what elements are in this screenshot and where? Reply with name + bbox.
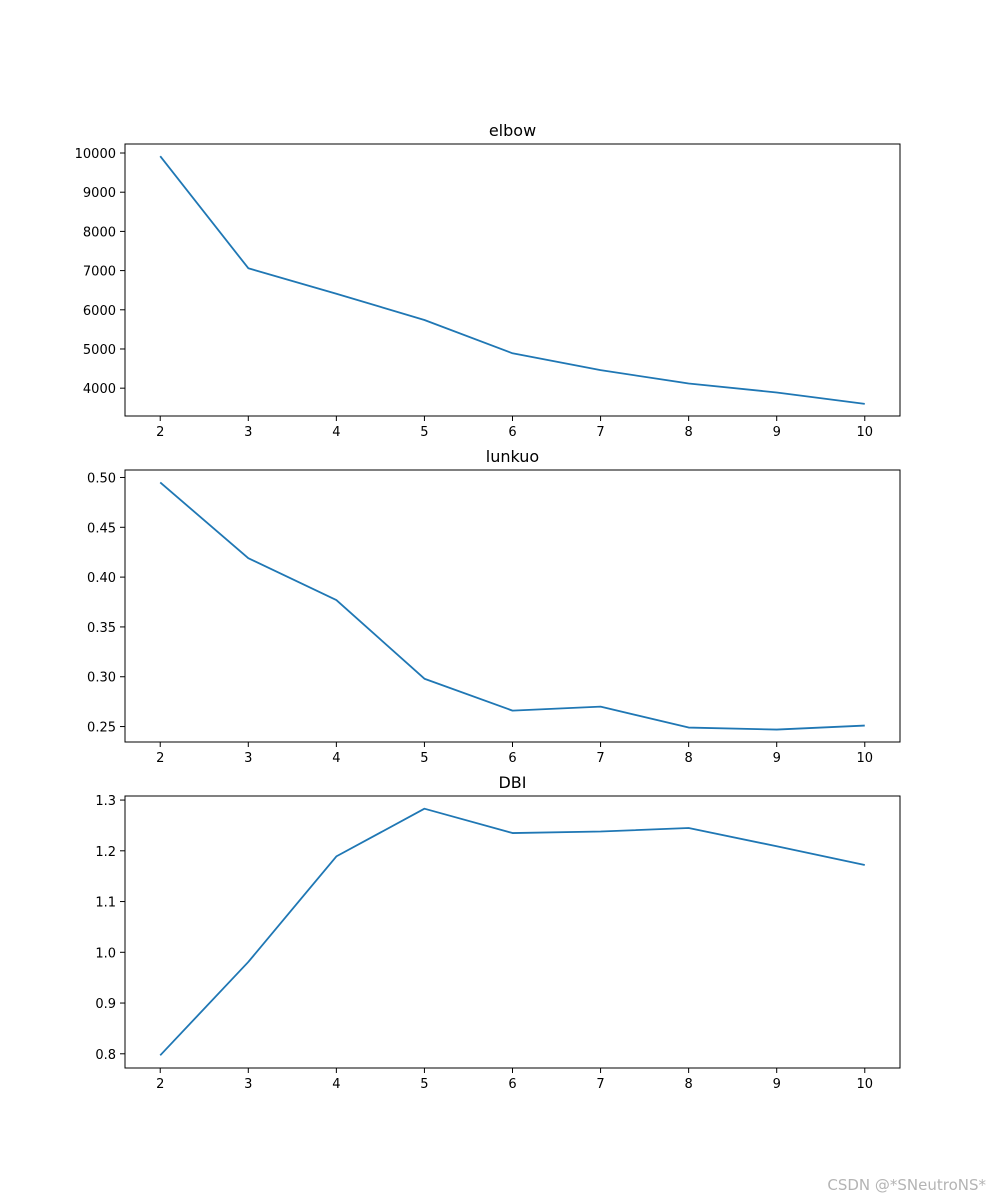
x-tick-label: 8 bbox=[684, 1077, 692, 1092]
chart-title: lunkuo bbox=[486, 447, 539, 466]
x-tick-label: 9 bbox=[773, 751, 781, 766]
x-tick-label: 7 bbox=[596, 425, 604, 440]
chart-title: elbow bbox=[489, 121, 536, 140]
y-tick-label: 0.40 bbox=[87, 571, 116, 586]
subplot-elbow: elbow 2 3 4 5 6 7 8 9 10 4000 5000 6000 7000 8000 9000 1… bbox=[75, 121, 901, 440]
y-tick-label: 1.1 bbox=[95, 896, 116, 911]
y-tick-label: 0.35 bbox=[87, 621, 116, 636]
subplot-lunkuo: lunkuo 2 3 4 5 6 7 8 9 10 0.25 0.30 0.35 0.40 0.45 0.50 bbox=[87, 447, 901, 766]
y-tick-label: 1.0 bbox=[95, 946, 116, 961]
series-line bbox=[159, 155, 865, 405]
y-tick-label: 1.3 bbox=[95, 794, 116, 809]
x-tick-label: 4 bbox=[332, 425, 340, 440]
y-tick-label: 0.25 bbox=[87, 721, 116, 736]
y-tick-label: 1.2 bbox=[95, 845, 116, 860]
x-tick-label: 8 bbox=[684, 751, 692, 766]
y-tick-label: 6000 bbox=[83, 304, 116, 319]
x-tick-label: 10 bbox=[856, 425, 873, 440]
x-tick-label: 6 bbox=[508, 425, 516, 440]
x-tick-label: 7 bbox=[596, 1077, 604, 1092]
axes-frame bbox=[124, 143, 901, 417]
x-tick-label: 8 bbox=[684, 425, 692, 440]
x-tick-label: 6 bbox=[508, 751, 516, 766]
y-tick-label: 4000 bbox=[83, 382, 116, 397]
x-tick-label: 9 bbox=[773, 425, 781, 440]
x-tick-label: 2 bbox=[156, 751, 164, 766]
series-line bbox=[159, 481, 865, 731]
y-tick-label: 5000 bbox=[83, 343, 116, 358]
x-tick-label: 3 bbox=[244, 1077, 252, 1092]
x-tick-label: 10 bbox=[856, 751, 873, 766]
y-tick-label: 10000 bbox=[75, 147, 116, 162]
x-tick-label: 4 bbox=[332, 1077, 340, 1092]
subplot-dbi: DBI 2 3 4 5 6 7 8 9 10 0.8 0.9 1.0 1.1 1.2 1.3 bbox=[95, 773, 901, 1092]
x-tick-label: 2 bbox=[156, 1077, 164, 1092]
x-tick-label: 5 bbox=[420, 1077, 428, 1092]
x-tick-label: 3 bbox=[244, 425, 252, 440]
watermark: CSDN @*SNeutroNS* bbox=[827, 1176, 986, 1194]
y-tick-label: 0.8 bbox=[95, 1048, 116, 1063]
axes-frame bbox=[124, 795, 901, 1069]
axes-frame bbox=[124, 469, 901, 743]
x-tick-label: 3 bbox=[244, 751, 252, 766]
x-tick-label: 7 bbox=[596, 751, 604, 766]
x-tick-label: 4 bbox=[332, 751, 340, 766]
x-tick-label: 10 bbox=[856, 1077, 873, 1092]
x-tick-label: 6 bbox=[508, 1077, 516, 1092]
x-tick-label: 9 bbox=[773, 1077, 781, 1092]
y-tick-label: 0.9 bbox=[95, 997, 116, 1012]
y-tick-label: 0.50 bbox=[87, 471, 116, 486]
x-tick-label: 2 bbox=[156, 425, 164, 440]
y-tick-label: 0.45 bbox=[87, 521, 116, 536]
series-line bbox=[159, 807, 865, 1056]
y-tick-label: 9000 bbox=[83, 186, 116, 201]
chart-title: DBI bbox=[498, 773, 526, 792]
y-tick-label: 0.30 bbox=[87, 671, 116, 686]
y-tick-label: 8000 bbox=[83, 225, 116, 240]
y-tick-label: 7000 bbox=[83, 265, 116, 280]
x-tick-label: 5 bbox=[420, 425, 428, 440]
x-tick-label: 5 bbox=[420, 751, 428, 766]
